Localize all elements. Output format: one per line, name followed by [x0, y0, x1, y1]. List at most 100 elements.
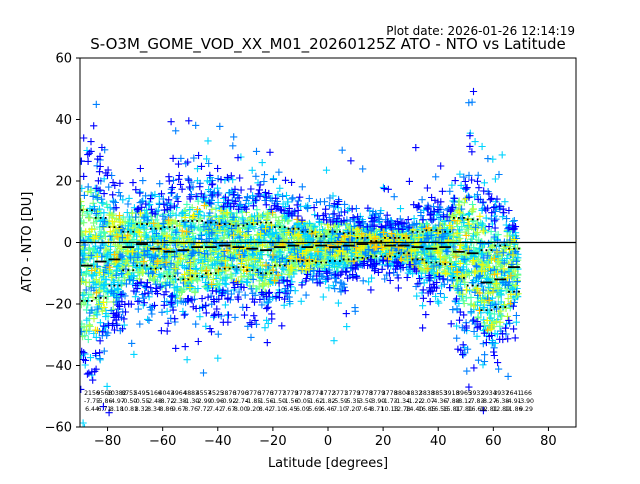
- bin-stats-label: 7.72: [197, 406, 211, 413]
- bin-stats-label: -1.56: [258, 398, 274, 405]
- bin-stats-label: 6.09: [296, 406, 310, 413]
- bin-stats-label: 3777: [270, 390, 286, 397]
- bin-stats-label: 3804: [394, 390, 410, 397]
- bin-stats-label: -3.90: [369, 398, 385, 405]
- x-tick-label: −60: [149, 434, 176, 449]
- bin-stats-label: 9.20: [246, 406, 260, 413]
- bin-stats-label: 12.81: [480, 406, 498, 413]
- x-tick-label: 60: [485, 434, 502, 449]
- bin-stats-label: -5.35: [344, 398, 360, 405]
- bin-stats-label: -1.73: [382, 398, 398, 405]
- bin-stats-label: 3779: [369, 390, 385, 397]
- bin-stats-label: 4525: [208, 390, 224, 397]
- bin-stats-label: 5495: [134, 390, 150, 397]
- bin-statistics: [81, 209, 520, 312]
- bin-stats-label: 10.13: [381, 406, 399, 413]
- bin-stats-label: 3778: [295, 390, 311, 397]
- bin-stats-label: 3778: [382, 390, 398, 397]
- bin-stats-label: 10382: [107, 390, 127, 397]
- bin-stats-label: 3771: [332, 390, 348, 397]
- bin-stats-label: 3772: [320, 390, 336, 397]
- bin-stats-label: 16.85: [418, 406, 436, 413]
- bin-stats-label: 16.56: [430, 406, 448, 413]
- bin-stats-label: 3776: [245, 390, 261, 397]
- y-axis-label: ATO - NTO [DU]: [20, 192, 35, 293]
- x-tick-label: 80: [540, 434, 557, 449]
- bin-stats-label: 7.20: [346, 406, 360, 413]
- y-tick-label: 40: [55, 113, 72, 128]
- bin-stats-label: 6.45: [284, 406, 298, 413]
- bin-stats-label: -7.75: [84, 398, 100, 405]
- bin-stats-label: -0.55: [134, 398, 150, 405]
- bin-stats-label: -4.91: [506, 398, 522, 405]
- bin-stats-label: 12.89: [492, 406, 510, 413]
- x-tick-label: 0: [324, 434, 332, 449]
- x-tick-label: −40: [204, 434, 231, 449]
- bin-stats-label: 9.29: [519, 406, 533, 413]
- bin-stats-label: 4883: [183, 390, 199, 397]
- bin-stats-label: 2156: [84, 390, 100, 397]
- bin-stats-label: 6.71: [98, 406, 112, 413]
- x-tick-label: −80: [94, 434, 121, 449]
- bin-stats-label: 3832: [407, 390, 423, 397]
- x-axis: −80 −60 −40 −20 0 20 40 60 80: [94, 427, 557, 449]
- x-tick-label: −20: [259, 434, 286, 449]
- bin-stats-label: 4043: [159, 390, 175, 397]
- bin-stats-label: -0.05: [295, 398, 311, 405]
- bin-stats-label: 7.67: [222, 406, 236, 413]
- y-tick-label: 60: [55, 52, 72, 67]
- bin-stats-label: 12.78: [393, 406, 411, 413]
- bin-stats-label: -2.48: [146, 398, 162, 405]
- y-tick-label: −40: [45, 359, 72, 374]
- bin-stats-label: 4964: [171, 390, 187, 397]
- bin-stats-label: 8.18: [110, 406, 124, 413]
- bin-stats-label: 3932: [469, 390, 485, 397]
- bin-stats-label: 7.42: [209, 406, 223, 413]
- bin-stats-label: -1.30: [183, 398, 199, 405]
- bin-stats-label: -1.62: [307, 398, 323, 405]
- bin-stats-label: 8.86: [160, 406, 174, 413]
- bin-stats-label: -4.36: [431, 398, 447, 405]
- bin-stats-label: 3918: [444, 390, 460, 397]
- bin-stats-label: -1.50: [270, 398, 286, 405]
- x-tick-label: 20: [375, 434, 392, 449]
- bin-stats-label: 3934: [481, 390, 497, 397]
- bin-stats-label: -6.38: [493, 398, 509, 405]
- bin-stats-label: 3778: [357, 390, 373, 397]
- bin-stats-label: -0.50: [121, 398, 137, 405]
- plot-date: Plot date: 2026-01-26 12:14:19: [386, 24, 575, 38]
- scatter-point-series: [80, 87, 520, 417]
- bin-stats-label: 3876: [221, 390, 237, 397]
- bin-stats-label: 5.69: [308, 406, 322, 413]
- bin-stats-label: -0.96: [208, 398, 224, 405]
- bin-stats-label: -1.56: [282, 398, 298, 405]
- bin-stats-label: 3838: [419, 390, 435, 397]
- bin-stats-label: 7.10: [271, 406, 285, 413]
- bin-stats-labels: 2156-7.756.44 9568-5.866.71 10382-4.978.18…: [84, 390, 534, 413]
- bin-stats-label: -8.12: [456, 398, 472, 405]
- x-tick-label: 40: [430, 434, 447, 449]
- bin-stats-label: 9.67: [172, 406, 186, 413]
- chart-title: S-O3M_GOME_VOD_XX_M01_20260125Z ATO - NT…: [90, 35, 566, 54]
- bin-stats-label: 16.69: [468, 406, 486, 413]
- bin-stats-label: -1.22: [406, 398, 422, 405]
- bin-stats-label: -5.59: [332, 398, 348, 405]
- bin-stats-label: 3779: [345, 390, 361, 397]
- bin-stats-label: 8752: [121, 390, 137, 397]
- bin-stats-label: -1.82: [320, 398, 336, 405]
- bin-stats-label: -2.74: [233, 398, 249, 405]
- bin-stats-label: -8.72: [158, 398, 174, 405]
- bin-stats-label: 2641: [506, 390, 522, 397]
- bin-stats-label: -2.99: [196, 398, 212, 405]
- bin-stats-label: -1.34: [394, 398, 410, 405]
- scatter-point-series: [88, 201, 515, 334]
- y-tick-label: 0: [64, 236, 72, 251]
- bin-stats-label: 4557: [196, 390, 212, 397]
- bin-stats-label: -1.85: [245, 398, 261, 405]
- bin-stats-label: 6.46: [321, 406, 335, 413]
- bin-stats-label: 8.71: [370, 406, 384, 413]
- bin-stats-label: 6.44: [85, 406, 99, 413]
- y-tick-label: −60: [45, 421, 72, 436]
- y-tick-label: 20: [55, 175, 72, 190]
